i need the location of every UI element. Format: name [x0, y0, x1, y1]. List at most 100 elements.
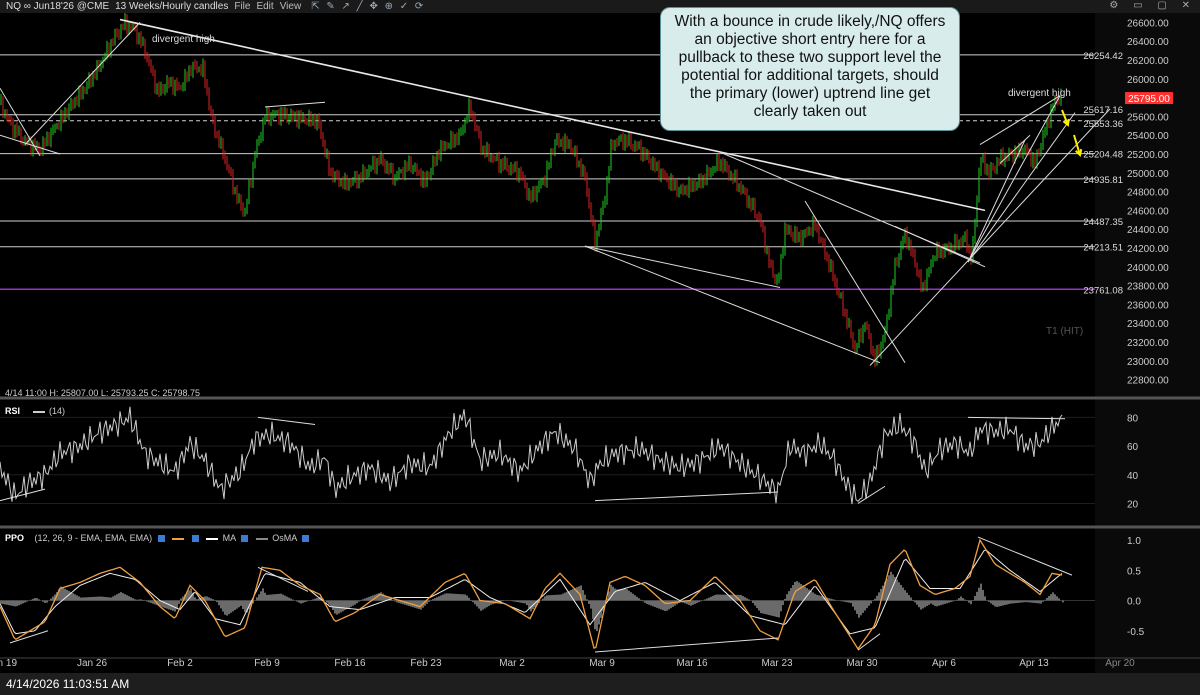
osma-bar: [918, 600, 920, 608]
osma-bar: [110, 597, 112, 601]
osma-bar: [802, 585, 804, 601]
osma-bar: [962, 598, 964, 601]
osma-bar: [658, 600, 660, 609]
osma-bar: [584, 594, 586, 601]
osma-bar: [870, 600, 872, 604]
menu-edit[interactable]: Edit: [256, 1, 274, 12]
osma-bar: [746, 598, 748, 601]
osma-bar: [526, 600, 528, 606]
osma-bar: [652, 600, 654, 607]
osma-bar: [178, 600, 180, 604]
osma-bar: [820, 595, 822, 601]
osma-bar: [138, 599, 140, 601]
osma-bar: [196, 599, 198, 601]
osma-bar: [886, 578, 888, 601]
osma-bar: [288, 597, 290, 601]
osma-bar: [82, 597, 84, 601]
osma-bar: [306, 600, 308, 602]
osma-bar: [318, 597, 320, 601]
osma-bar: [354, 600, 356, 605]
trendline: [584, 245, 881, 364]
osma-bar: [552, 594, 554, 601]
osma-bar: [66, 589, 68, 601]
osma-bar: [140, 599, 142, 601]
ppo-checkbox[interactable]: [157, 535, 165, 543]
ppo-label: PPO: [5, 533, 25, 543]
osma-bar: [8, 600, 10, 606]
osma-bar: [454, 593, 456, 601]
osma-checkbox[interactable]: [302, 535, 310, 543]
osma-bar: [278, 593, 280, 601]
price-tick-label: 26400.00: [1127, 37, 1169, 48]
osma-bar: [692, 600, 694, 605]
osma-bar: [940, 600, 942, 606]
x-tick-label: Feb 23: [410, 658, 442, 669]
osma-bar: [712, 595, 714, 601]
osma-bar: [806, 588, 808, 601]
osma-bar: [98, 596, 100, 601]
osma-bar: [414, 600, 416, 608]
osma-bar: [400, 600, 402, 604]
osma-bar: [118, 593, 120, 601]
osma-bar: [782, 600, 784, 606]
osma-bar: [464, 594, 466, 601]
ma-checkbox[interactable]: [241, 535, 249, 543]
osma-bar: [416, 600, 418, 609]
menu-view[interactable]: View: [279, 1, 302, 12]
y-axis-background: [1095, 13, 1200, 673]
menu-file[interactable]: File: [234, 1, 251, 12]
osma-bar: [342, 600, 344, 612]
osma-bar: [482, 600, 484, 610]
osma-bar: [822, 596, 824, 601]
rsi-panel: 80 60 40 20: [0, 406, 1139, 510]
osma-bar: [1044, 599, 1046, 601]
osma-bar: [290, 598, 292, 601]
ppo-tick-label: 0.5: [1127, 566, 1141, 577]
osma-bar: [660, 600, 662, 610]
symbol-selector[interactable]: NQ ∞ Jun18'26 @CME: [6, 1, 110, 12]
osma-bar: [594, 600, 596, 630]
osma-bar: [260, 591, 262, 601]
osma-bar: [830, 598, 832, 601]
commentary-callout: With a bounce in crude likely,/NQ offers…: [660, 7, 960, 131]
osma-bar: [158, 600, 160, 606]
trendline: [0, 134, 61, 155]
osma-bar: [102, 596, 104, 601]
window-controls-icons[interactable]: ⚙ ▭ ▢ ✕: [1109, 0, 1196, 11]
osma-bar: [0, 600, 2, 604]
osma-bar: [46, 600, 48, 603]
osma-bar: [1032, 600, 1034, 603]
osma-bar: [542, 598, 544, 601]
osma-bar: [104, 596, 106, 601]
price-level-label: 25553.36: [1083, 119, 1123, 130]
osma-bar: [216, 600, 218, 603]
osma-bar: [690, 600, 692, 606]
osma-bar: [790, 588, 792, 601]
osma-bar: [566, 591, 568, 601]
osma-bar: [786, 594, 788, 601]
osma-bar: [714, 594, 716, 601]
drawing-tools-icons[interactable]: ⇱ ✎ ↗ ╱ ✥ ⊕ ✓ ⟳: [311, 1, 426, 12]
osma-bar: [438, 596, 440, 601]
x-tick-label: Mar 23: [761, 658, 793, 669]
osma-bar: [912, 599, 914, 601]
osma-bar: [356, 600, 358, 604]
osma-bar: [898, 582, 900, 601]
rsi-trendline: [0, 488, 46, 502]
osma-bar: [210, 598, 212, 601]
osma-bar: [832, 599, 834, 601]
osma-bar: [394, 600, 396, 602]
osma-bar: [470, 599, 472, 601]
timeframe-selector[interactable]: 13 Weeks/Hourly candles: [115, 1, 229, 12]
osma-bar: [248, 600, 250, 610]
osma-bar: [942, 600, 944, 605]
osma-swatch: [255, 537, 268, 540]
ppo-line-checkbox[interactable]: [191, 535, 199, 543]
osma-bar: [30, 599, 32, 601]
uptrend-line: [869, 108, 1111, 366]
osma-bar: [86, 597, 88, 601]
osma-bar: [296, 600, 298, 602]
osma-bar: [602, 600, 604, 612]
price-tick-label: 23400.00: [1127, 319, 1169, 330]
price-level-label: 23761.08: [1083, 285, 1123, 296]
